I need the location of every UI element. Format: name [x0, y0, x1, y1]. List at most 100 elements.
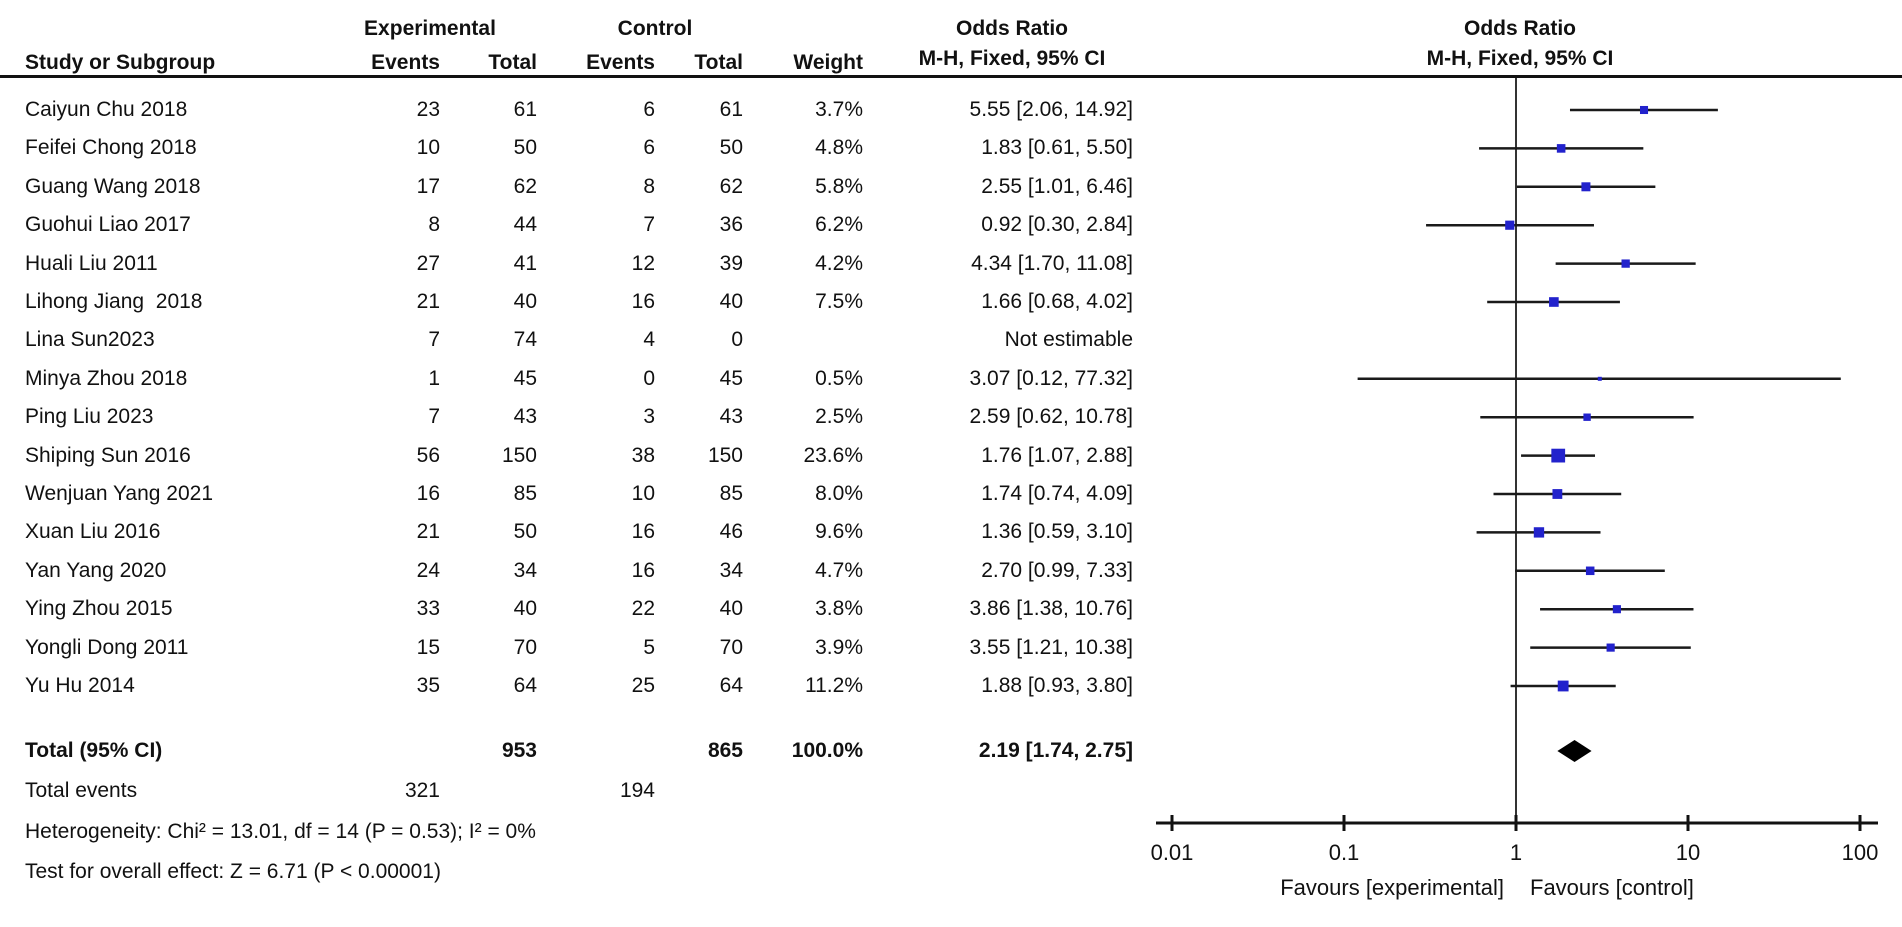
ci-text: 5.55 [2.06, 14.92] [969, 98, 1133, 121]
total-diamond [1557, 740, 1592, 762]
favours-experimental-label: Favours [experimental] [1280, 875, 1504, 900]
events-exp: 21 [416, 520, 440, 544]
col-header-events-ctl: Events [586, 51, 655, 74]
total-exp: 43 [513, 405, 537, 429]
study-row: Shiping Sun 2016 56 150 38 150 23.6% 1.76 [1.0… [0, 437, 1902, 475]
total-weight: 100.0% [791, 739, 863, 762]
effect-square [1639, 105, 1649, 115]
study-name: Yan Yang 2020 [25, 558, 167, 582]
x-tick-label: 0.01 [1151, 840, 1194, 865]
total-ctl: 0 [731, 328, 743, 352]
events-exp: 10 [416, 136, 440, 160]
study-row: Feifei Chong 2018 10 50 6 50 4.8% 1.83 [0.61, … [0, 129, 1902, 167]
ci-text: 2.59 [0.62, 10.78] [969, 405, 1133, 429]
study-row: Yu Hu 2014 35 64 25 64 11.2% 1.88 [0.93, 3.80] [0, 667, 1902, 705]
effect-square [1551, 448, 1566, 463]
weight: 9.6% [815, 520, 863, 544]
events-exp: 7 [428, 405, 440, 429]
col-header-events-exp: Events [371, 51, 440, 74]
effect-square [1549, 297, 1559, 307]
events-exp: 21 [416, 290, 440, 313]
study-name: Ying Zhou 2015 [25, 597, 173, 621]
events-ctl: 22 [631, 597, 655, 621]
header-rule [0, 75, 1902, 78]
effect-square [1557, 680, 1569, 692]
weight: 3.7% [815, 98, 863, 121]
study-name: Caiyun Chu 2018 [25, 98, 188, 121]
col-header-study: Study or Subgroup [25, 51, 216, 74]
events-ctl: 5 [643, 635, 655, 659]
total-exp-n: 953 [501, 739, 537, 762]
study-name: Feifei Chong 2018 [25, 136, 197, 160]
x-tick-label: 0.1 [1329, 840, 1360, 865]
events-exp: 24 [416, 558, 440, 582]
study-name: Wenjuan Yang 2021 [25, 482, 213, 505]
total-exp: 45 [513, 366, 537, 390]
col-header-mh-plot: M-H, Fixed, 95% CI [1426, 47, 1614, 70]
effect-square [1612, 605, 1621, 614]
ci-text: 1.66 [0.68, 4.02] [981, 290, 1133, 313]
total-ctl: 64 [719, 674, 743, 697]
total-exp: 62 [513, 174, 537, 198]
study-row: Ping Liu 2023 7 43 3 43 2.5% 2.59 [0.62, 10.78… [0, 398, 1902, 436]
total-ctl: 70 [719, 635, 743, 659]
events-ctl: 8 [643, 174, 655, 198]
total-ctl-n: 865 [707, 739, 743, 762]
ci-text: 1.83 [0.61, 5.50] [981, 136, 1133, 160]
ci-text: 1.74 [0.74, 4.09] [981, 482, 1133, 505]
group-header-row: Experimental Control Odds Ratio Odds Rat… [0, 14, 1902, 44]
events-exp: 16 [416, 482, 440, 505]
study-name: Ping Liu 2023 [25, 405, 154, 429]
total-ctl: 150 [707, 443, 743, 467]
total-label: Total (95% CI) [25, 739, 163, 762]
weight: 23.6% [803, 443, 863, 467]
study-row: Wenjuan Yang 2021 16 85 10 85 8.0% 1.74 [0.74,… [0, 475, 1902, 513]
events-ctl: 10 [631, 482, 655, 505]
effect-square [1583, 413, 1591, 421]
column-header-row: Study or Subgroup Events Total Events To… [0, 44, 1902, 74]
effect-square [1552, 489, 1563, 499]
total-exp: 64 [513, 674, 537, 697]
events-exp: 23 [416, 98, 440, 121]
total-ctl: 43 [719, 405, 743, 429]
weight: 5.8% [815, 174, 863, 198]
total-exp: 44 [513, 213, 537, 237]
ci-text: 0.92 [0.30, 2.84] [981, 213, 1133, 237]
col-header-total-exp: Total [488, 51, 537, 74]
total-exp: 74 [513, 328, 537, 352]
total-ctl: 40 [719, 597, 743, 621]
weight: 8.0% [815, 482, 863, 505]
events-exp: 15 [416, 635, 440, 659]
study-row: Ying Zhou 2015 33 40 22 40 3.8% 3.86 [1.38, 10… [0, 590, 1902, 628]
events-ctl: 3 [643, 405, 655, 429]
events-exp: 56 [416, 443, 440, 467]
x-tick-label: 1 [1510, 840, 1522, 865]
events-ctl: 16 [631, 520, 655, 544]
study-row: Minya Zhou 2018 1 45 0 45 0.5% 3.07 [0.12, 77.… [0, 360, 1902, 398]
weight: 4.8% [815, 136, 863, 160]
study-name: Guohui Liao 2017 [25, 213, 191, 237]
events-exp: 8 [428, 213, 440, 237]
events-exp: 35 [416, 674, 440, 697]
x-tick-label: 10 [1676, 840, 1700, 865]
total-ctl: 45 [719, 366, 743, 390]
total-ctl: 46 [719, 520, 743, 544]
total-exp: 41 [513, 251, 537, 275]
total-ctl: 50 [719, 136, 743, 160]
ci-text: 2.55 [1.01, 6.46] [981, 174, 1133, 198]
total-exp: 40 [513, 597, 537, 621]
events-ctl: 16 [631, 290, 655, 313]
events-exp: 7 [428, 328, 440, 352]
weight: 7.5% [815, 290, 863, 313]
total-ctl: 36 [719, 213, 743, 237]
weight: 0.5% [815, 366, 863, 390]
events-exp: 1 [428, 366, 440, 390]
total-row: Total (95% CI) 953 865 100.0% 2.19 [1.74… [0, 732, 1902, 770]
weight: 2.5% [815, 405, 863, 429]
study-row: Yan Yang 2020 24 34 16 34 4.7% 2.70 [0.99, 7.3… [0, 552, 1902, 590]
study-row: Guang Wang 2018 17 62 8 62 5.8% 2.55 [1.01, 6.… [0, 168, 1902, 206]
study-row: Yongli Dong 2011 15 70 5 70 3.9% 3.55 [1.21, 1… [0, 629, 1902, 667]
study-row: Caiyun Chu 2018 23 61 6 61 3.7% 5.55 [2.06, 14… [0, 91, 1902, 129]
total-exp: 40 [513, 290, 537, 313]
